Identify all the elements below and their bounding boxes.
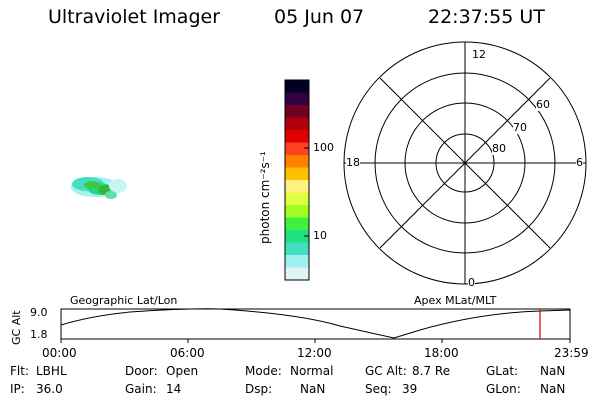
gain-value: 14 <box>166 382 182 396</box>
glat-value: NaN <box>540 364 566 378</box>
door-label: Door: <box>125 364 158 378</box>
mlt-label-6: 6 <box>576 156 583 169</box>
dsp-label: Dsp: <box>245 382 273 396</box>
mode-value: Normal <box>290 364 334 378</box>
colorbar-band <box>285 255 309 268</box>
colorbar-band <box>285 230 309 243</box>
timeline-frame <box>60 308 571 340</box>
mlt-label-18: 18 <box>346 156 360 169</box>
seq-label: Seq: <box>365 382 392 396</box>
colorbar-band <box>285 130 309 143</box>
timeline-ytick-top: 9.0 <box>30 306 48 319</box>
timeline-xtick-0000: 00:00 <box>42 346 77 360</box>
colorbar-band <box>285 117 309 131</box>
lat-label-70: 70 <box>513 121 527 134</box>
gcalt-label: GC Alt: <box>365 364 407 378</box>
lat-label-60: 60 <box>536 98 550 111</box>
seq-value: 39 <box>402 382 418 396</box>
colorbar-band <box>285 242 309 256</box>
colorbar-tick-10: 10 <box>313 229 327 242</box>
timeline-right-label: Apex MLat/MLT <box>414 294 497 307</box>
colorbar-band <box>285 80 309 93</box>
glon-value: NaN <box>540 382 566 396</box>
timeline-xtick-1800: 18:00 <box>424 346 459 360</box>
colorbar <box>284 79 310 281</box>
timeline-ytick-bottom: 1.8 <box>30 328 48 341</box>
gain-label: Gain: <box>125 382 157 396</box>
colorbar-band <box>285 205 309 218</box>
instrument-title: Ultraviolet Imager <box>48 6 221 28</box>
timeline-xtick-2359: 23:59 <box>554 346 589 360</box>
timeline-xtick-1200: 12:00 <box>297 346 332 360</box>
colorbar-band <box>285 192 309 206</box>
timeline-left-label: Geographic Lat/Lon <box>70 294 178 307</box>
colorbar-band <box>285 167 309 181</box>
date-label: 05 Jun 07 <box>274 6 365 28</box>
gcalt-value: 8.7 Re <box>412 364 451 378</box>
colorbar-tick-100: 100 <box>313 141 334 154</box>
ip-label: IP: <box>10 382 25 396</box>
colorbar-band <box>285 92 309 106</box>
filter-value: LBHL <box>36 364 67 378</box>
glat-label: GLat: <box>486 364 519 378</box>
time-label: 22:37:55 UT <box>428 6 545 28</box>
filter-label: Flt: <box>10 364 29 378</box>
mode-label: Mode: <box>245 364 282 378</box>
colorbar-frame <box>284 79 310 281</box>
ip-value: 36.0 <box>36 382 63 396</box>
dsp-value: NaN <box>300 382 326 396</box>
colorbar-band <box>285 105 309 118</box>
colorbar-band <box>285 180 309 193</box>
glon-label: GLon: <box>486 382 521 396</box>
altitude-curve <box>60 308 571 339</box>
lat-label-80: 80 <box>492 142 506 155</box>
colorbar-band <box>285 267 309 281</box>
colorbar-band <box>285 142 309 156</box>
door-value: Open <box>166 364 199 378</box>
mlt-label-0: 0 <box>468 276 475 289</box>
colorbar-band <box>285 155 309 168</box>
timeline-xtick-0600: 06:00 <box>170 346 205 360</box>
polar-diagonal-2 <box>379 77 551 249</box>
mlt-label-12: 12 <box>472 48 486 61</box>
colorbar-band <box>285 217 309 231</box>
